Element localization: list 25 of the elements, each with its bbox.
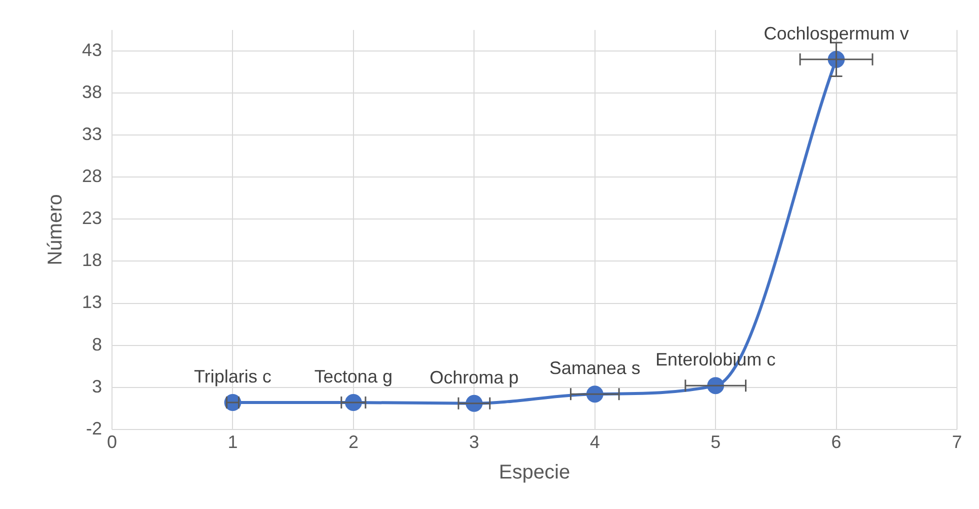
- y-tick-label: 8: [92, 334, 102, 354]
- annotation: Ochroma p: [430, 367, 519, 388]
- annotation: Cochlospermum v: [764, 23, 909, 44]
- x-tick-label: 3: [469, 432, 480, 452]
- y-tick-label: 18: [82, 250, 102, 270]
- x-tick-label: 5: [710, 432, 721, 452]
- y-tick-label: 3: [92, 376, 102, 396]
- annotation: Samanea s: [549, 358, 640, 378]
- x-tick-label: 1: [228, 432, 238, 452]
- y-tick-label: 33: [82, 124, 102, 144]
- annotation: Triplaris c: [194, 366, 272, 386]
- x-tick-label: 0: [107, 432, 118, 452]
- y-tick-label: -2: [86, 418, 102, 438]
- y-tick-label: 23: [82, 208, 102, 228]
- x-tick-label: 2: [348, 432, 358, 452]
- x-tick-label: 7: [952, 432, 962, 452]
- y-axis-title: Número: [44, 194, 67, 266]
- x-tick-label: 6: [831, 432, 842, 452]
- y-tick-label: 38: [82, 82, 102, 102]
- x-tick-label: 4: [590, 432, 600, 452]
- x-axis-title: Especie: [498, 462, 570, 484]
- annotation: Tectona g: [314, 366, 392, 386]
- y-tick-label: 13: [82, 292, 102, 312]
- y-tick-label: 43: [82, 40, 102, 60]
- y-tick-label: 28: [82, 166, 102, 186]
